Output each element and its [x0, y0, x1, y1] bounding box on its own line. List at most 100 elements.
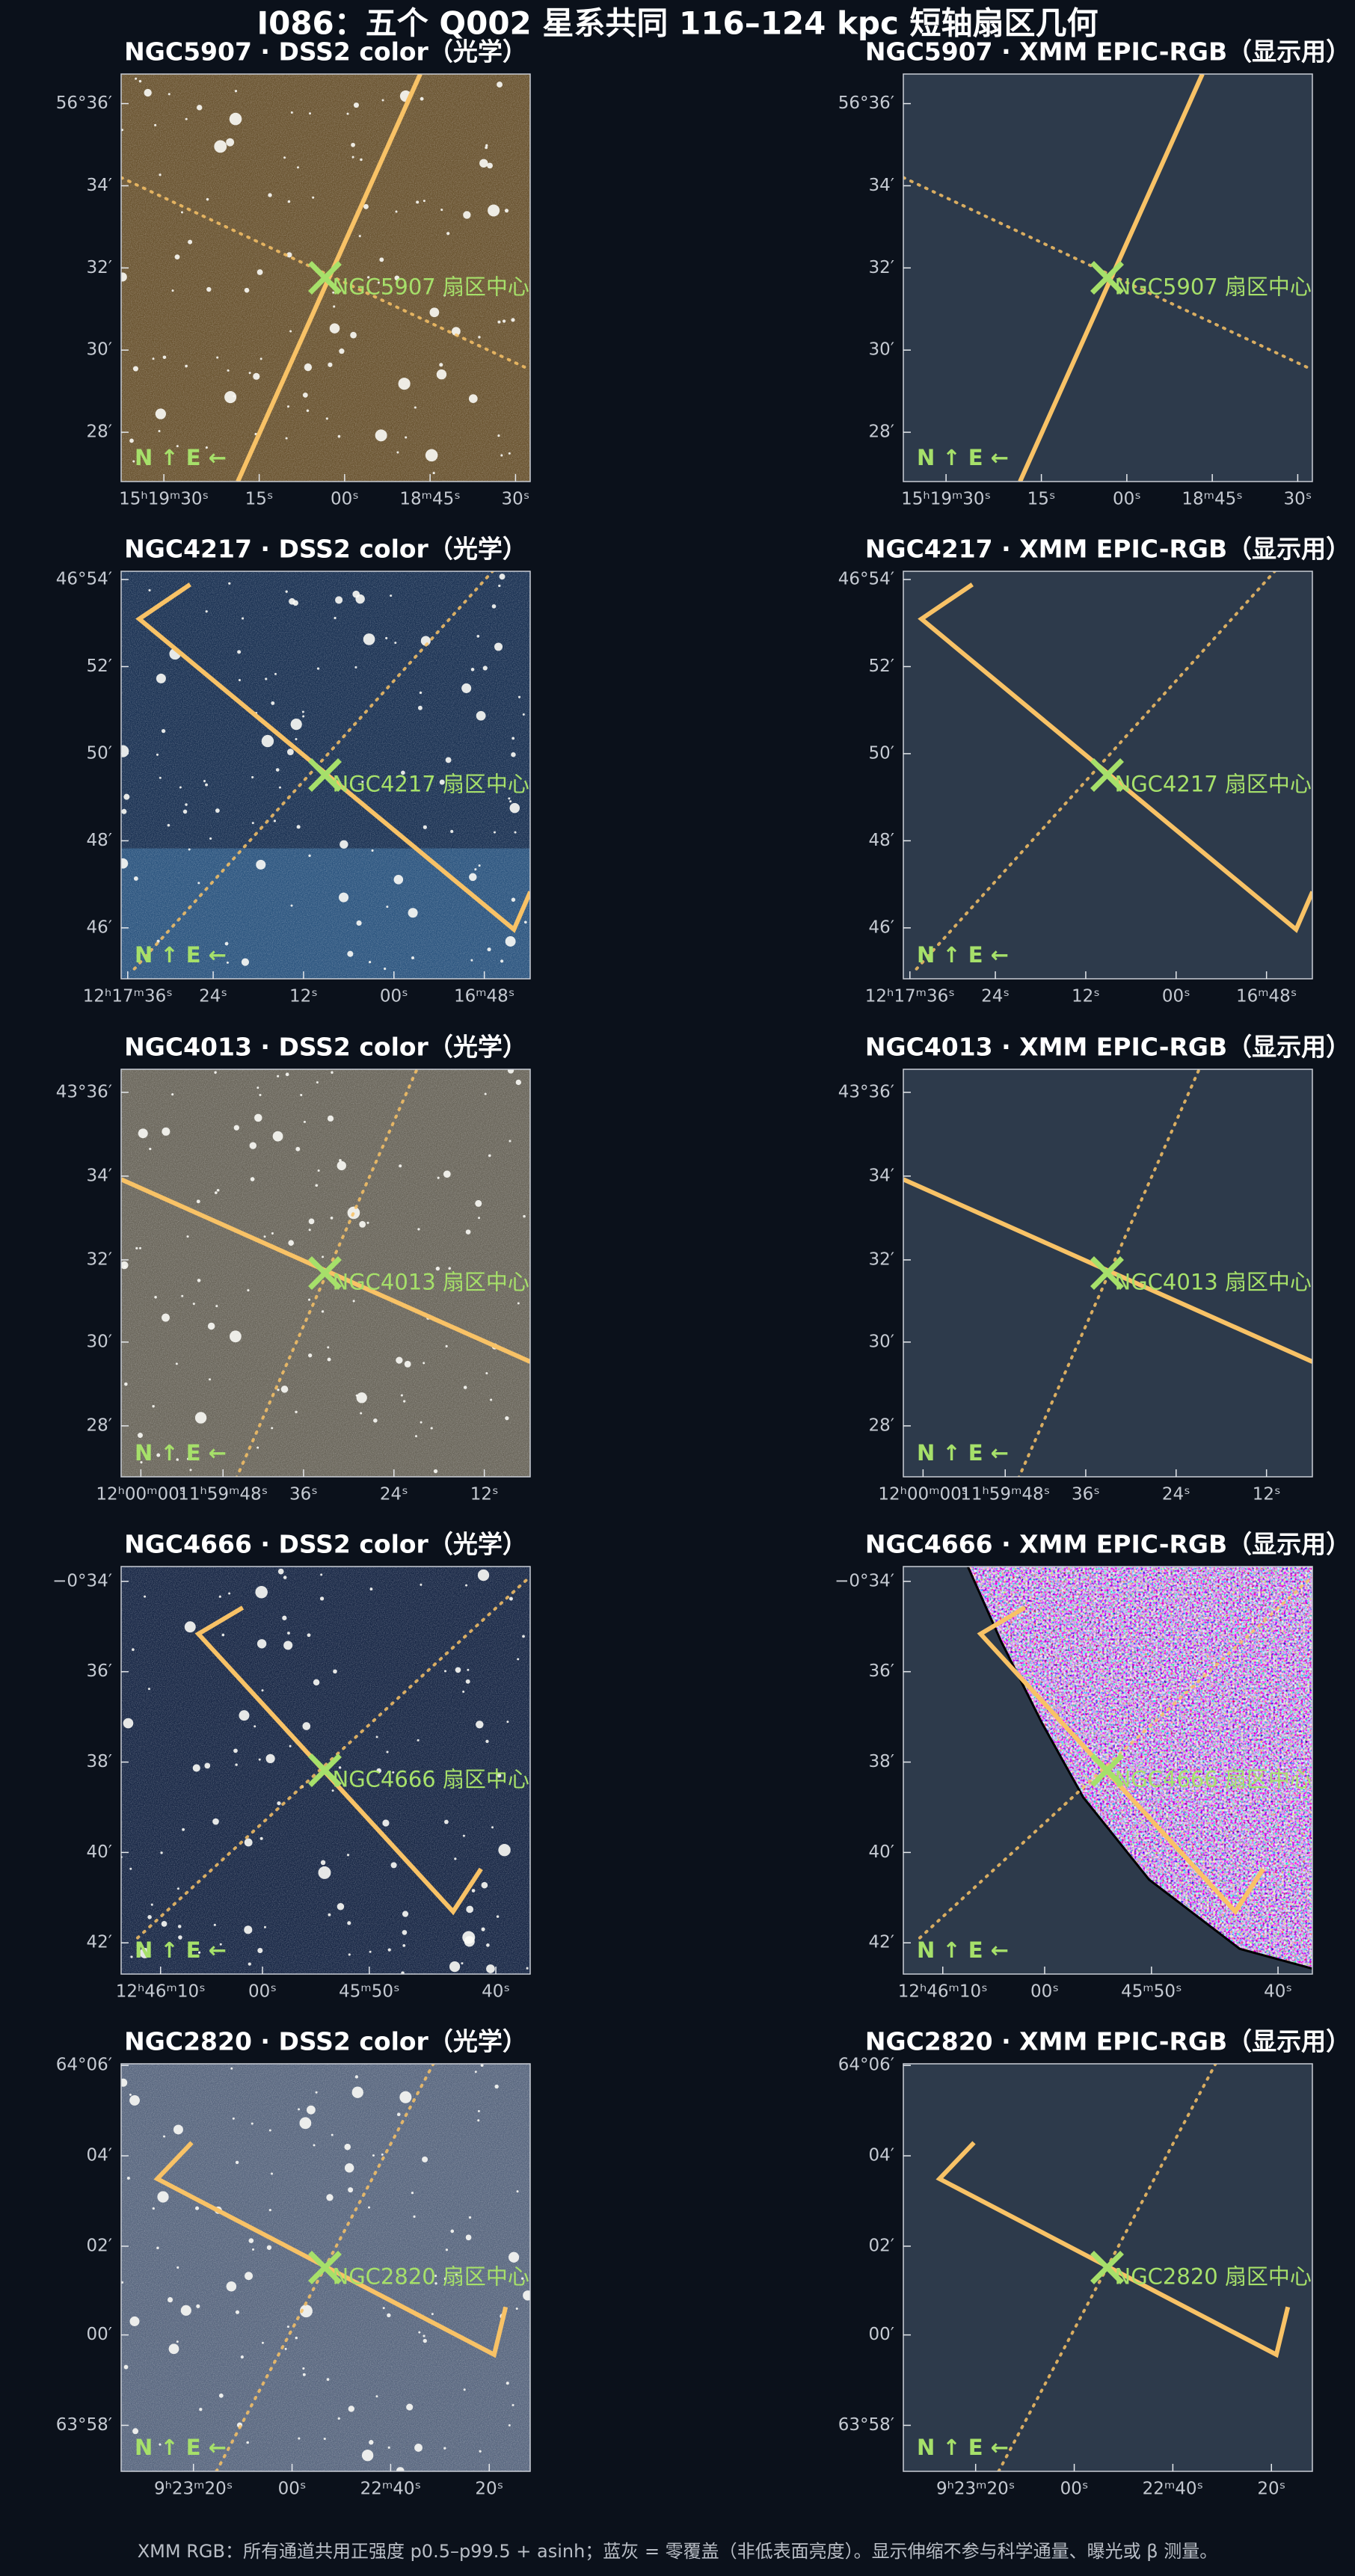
panel-title: NGC5907 · XMM EPIC-RGB（显示用）	[865, 37, 1351, 67]
star	[148, 588, 151, 592]
star	[344, 2143, 351, 2151]
star	[214, 1071, 217, 1074]
star	[218, 1595, 221, 1598]
star	[185, 364, 188, 368]
star	[290, 719, 302, 731]
star	[491, 1826, 494, 1829]
star	[328, 1913, 331, 1916]
star	[339, 840, 348, 849]
star	[266, 2245, 272, 2250]
star	[445, 1344, 448, 1347]
star	[309, 112, 312, 115]
star	[366, 1221, 369, 1224]
x-tick-label: 45ᵐ50ˢ	[339, 1982, 399, 2002]
center-label: NGC4013 扇区中心	[333, 1270, 529, 1295]
panel-image: NGC4013 扇区中心 N ↑ E ←	[903, 1069, 1312, 1477]
star	[369, 1950, 372, 1953]
star	[248, 1962, 251, 1966]
star	[462, 1690, 465, 1693]
x-tick-label: 22ᵐ40ˢ	[1143, 2480, 1203, 2499]
star	[254, 1113, 262, 1122]
y-tick-label: 46°54′	[56, 569, 112, 588]
center-label: NGC2820 扇区中心	[1115, 2264, 1312, 2290]
star	[522, 1635, 525, 1638]
center-marker	[308, 758, 342, 792]
star	[399, 1164, 402, 1168]
star	[286, 405, 290, 408]
star	[465, 2234, 472, 2241]
star	[479, 2450, 482, 2453]
star	[162, 355, 167, 360]
center-label: NGC4217 扇区中心	[1115, 772, 1312, 797]
star	[135, 1246, 138, 1249]
x-tick-label: 00ˢ	[1113, 490, 1141, 509]
star	[515, 2308, 518, 2311]
star	[420, 96, 424, 101]
star	[455, 1667, 461, 1673]
star	[434, 2282, 437, 2285]
star	[508, 2424, 511, 2427]
center-marker	[308, 2251, 342, 2284]
star	[462, 1931, 476, 1944]
star	[224, 941, 229, 946]
star	[369, 1587, 373, 1591]
star	[478, 336, 481, 339]
star	[176, 2340, 179, 2343]
y-tick-label: 50′	[869, 743, 895, 763]
star	[233, 1125, 239, 1131]
star	[313, 1679, 320, 1686]
star	[277, 1389, 280, 1392]
panel-image: NGC2820 扇区中心 N ↑ E ←	[121, 2064, 530, 2471]
star	[379, 257, 384, 262]
star	[393, 875, 404, 885]
star	[446, 232, 450, 236]
star	[302, 392, 308, 398]
star	[436, 369, 447, 380]
x-tick-label: 12ʰ17ᵐ36ˢ	[865, 987, 955, 1006]
star	[271, 701, 275, 705]
star	[256, 1086, 259, 1089]
star	[508, 452, 511, 455]
star	[511, 2404, 514, 2407]
star	[430, 1427, 433, 1430]
star	[319, 1596, 325, 1601]
star	[171, 1093, 174, 1096]
star	[463, 2388, 466, 2391]
star	[302, 715, 305, 718]
y-tick-label: 36′	[87, 1662, 113, 1681]
star	[356, 920, 362, 926]
star	[401, 770, 405, 775]
star	[238, 679, 241, 682]
star	[414, 2444, 423, 2452]
star	[268, 2129, 271, 2132]
star	[271, 1427, 274, 1430]
panel-title: NGC4666 · DSS2 color（光学）	[124, 1530, 527, 1559]
star	[416, 200, 420, 204]
star	[360, 1412, 363, 1415]
star	[490, 1398, 493, 1401]
center-label: NGC4013 扇区中心	[1115, 1270, 1312, 1295]
x-tick-label: 12ˢ	[289, 987, 318, 1006]
star	[348, 2406, 355, 2412]
y-tick-label: 28′	[87, 1415, 113, 1435]
star	[139, 1948, 150, 1958]
star	[316, 1081, 319, 1084]
star	[162, 1127, 170, 1136]
star	[261, 1689, 264, 1692]
star	[288, 1240, 295, 1246]
x-tick-label: 12ʰ17ᵐ36ˢ	[83, 987, 173, 1006]
x-tick-label: 24ˢ	[199, 987, 227, 1006]
y-tick-label: 42′	[869, 1933, 895, 1952]
star	[159, 2443, 162, 2446]
star	[475, 1199, 482, 1207]
star	[286, 2326, 289, 2328]
star	[522, 713, 525, 716]
star	[155, 408, 166, 419]
compass: N ↑ E ←	[135, 942, 227, 968]
star	[176, 1887, 179, 1890]
center-marker	[1090, 1753, 1124, 1787]
star	[271, 2172, 274, 2175]
star	[304, 363, 313, 372]
star	[423, 825, 427, 829]
star	[478, 1217, 481, 1220]
